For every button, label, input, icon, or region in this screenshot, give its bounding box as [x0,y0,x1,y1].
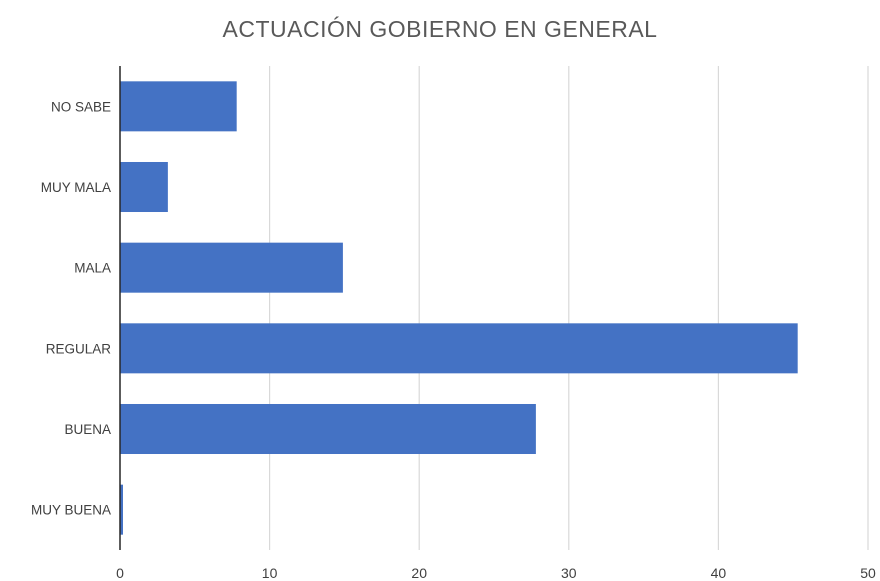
bar-muy-mala [120,161,168,213]
x-tick-label: 30 [561,565,577,581]
bars [120,81,798,535]
tick-labels: 0 10 20 30 40 50 NO SABE MUY MALA MALA REGULAR BUE… [31,99,876,581]
x-tick-label: 20 [411,565,427,581]
x-tick-label: 0 [116,565,124,581]
bar-muy-buena [120,484,123,535]
y-tick-label: MALA [74,261,111,276]
bar-buena [120,403,536,455]
y-tick-label: MUY MALA [41,180,111,195]
chart-title: ACTUACIÓN GOBIERNO EN GENERAL [222,16,658,42]
x-tick-label: 40 [711,565,727,581]
x-tick-label: 50 [860,565,876,581]
y-tick-label: MUY BUENA [31,503,111,518]
gridlines [269,66,869,550]
bar-regular [120,323,798,374]
y-tick-label: NO SABE [51,99,111,114]
y-tick-label: REGULAR [46,341,112,356]
bar-no-sabe [120,81,237,132]
y-tick-label: BUENA [64,422,111,437]
bar-mala [120,242,343,293]
x-tick-label: 10 [262,565,278,581]
